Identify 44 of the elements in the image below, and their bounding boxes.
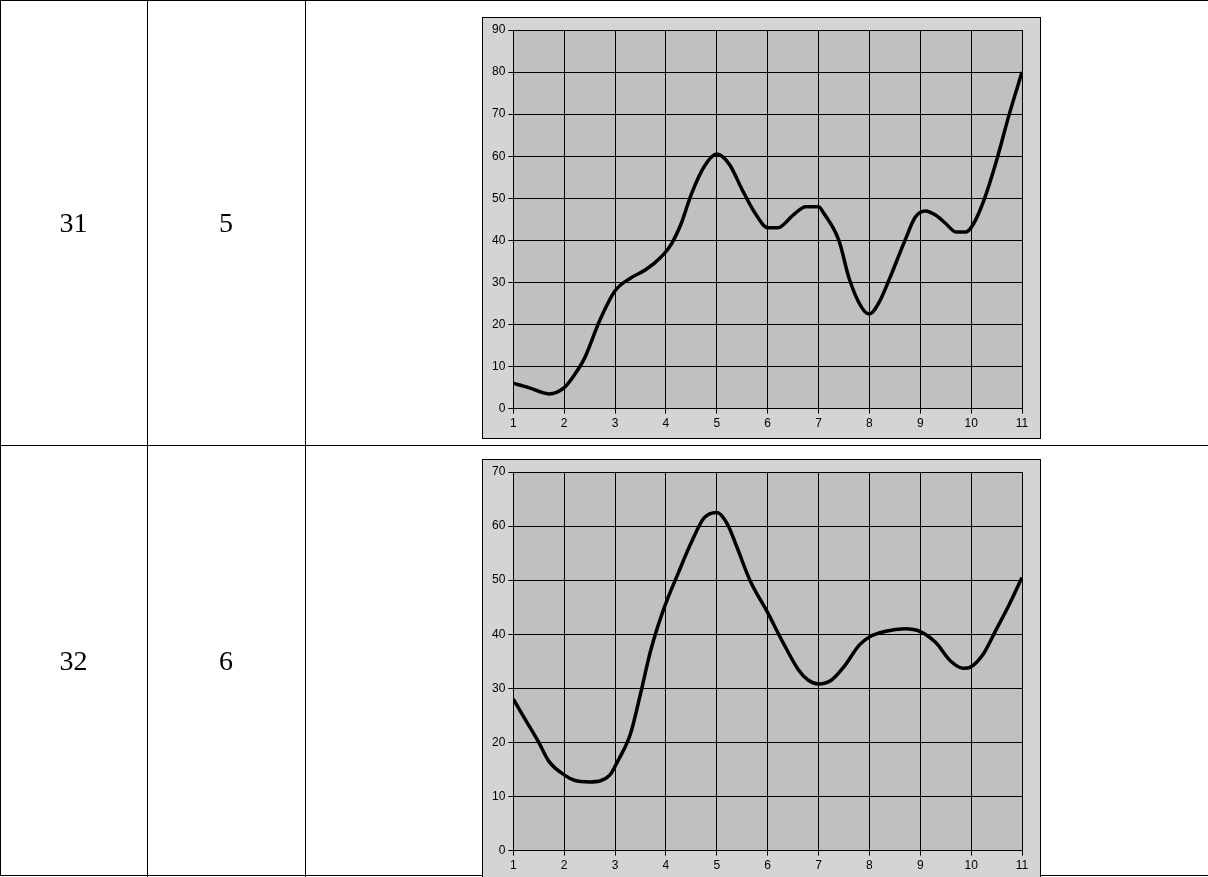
x-tick-label: 9 <box>916 858 924 873</box>
text: 31 <box>58 205 89 240</box>
x-tick-label: 4 <box>662 416 670 431</box>
y-tick-label: 40 <box>491 626 506 641</box>
y-tick-label: 80 <box>491 64 506 79</box>
x-tick-label: 6 <box>764 858 772 873</box>
y-tick-label: 20 <box>491 734 506 749</box>
x-tick-label: 7 <box>815 858 823 873</box>
y-tick-label: 10 <box>491 788 506 803</box>
x-tick-label: 1 <box>510 858 517 873</box>
y-tick-label: 60 <box>491 148 506 163</box>
x-tick-label: 10 <box>964 416 979 431</box>
y-tick-label: 70 <box>491 464 506 479</box>
x-tick-label: 8 <box>866 416 874 431</box>
y-tick-label: 0 <box>498 842 506 857</box>
x-tick-label: 3 <box>611 858 619 873</box>
text: 6 <box>218 644 234 678</box>
y-tick-label: 30 <box>491 680 506 695</box>
y-tick-label: 60 <box>491 518 506 533</box>
x-tick-label: 2 <box>560 416 568 431</box>
y-tick-label: 50 <box>491 572 506 587</box>
x-tick-label: 7 <box>815 416 823 431</box>
text: 32 <box>58 644 89 678</box>
y-tick-label: 30 <box>491 274 506 289</box>
y-tick-label: 90 <box>491 22 506 37</box>
y-tick-label: 40 <box>491 232 506 247</box>
x-tick-label: 4 <box>662 858 670 873</box>
y-tick-label: 20 <box>491 316 506 331</box>
y-tick-label: 10 <box>491 358 506 373</box>
x-tick-label: 2 <box>560 858 568 873</box>
x-tick-label: 6 <box>764 416 772 431</box>
y-tick-label: 50 <box>491 190 506 205</box>
x-tick-label: 8 <box>866 858 874 873</box>
x-tick-label: 5 <box>713 858 721 873</box>
y-tick-label: 0 <box>498 400 506 415</box>
x-tick-label: 11 <box>1015 858 1029 873</box>
text: 5 <box>218 205 234 240</box>
y-tick-label: 70 <box>491 106 506 121</box>
x-tick-label: 10 <box>964 858 979 873</box>
x-tick-label: 11 <box>1015 416 1029 431</box>
x-tick-label: 9 <box>916 416 924 431</box>
x-tick-label: 5 <box>713 416 721 431</box>
x-tick-label: 1 <box>510 416 517 431</box>
x-tick-label: 3 <box>611 416 619 431</box>
